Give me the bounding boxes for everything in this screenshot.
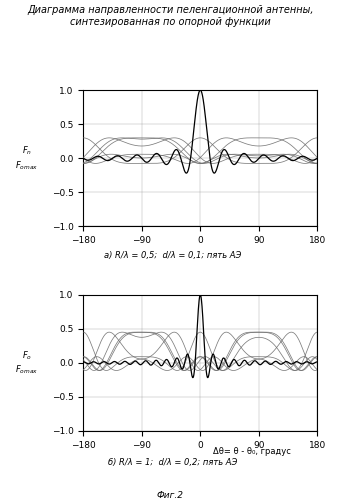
Y-axis label: $F_n$
$F_{omax}$: $F_n$ $F_{omax}$ (15, 145, 38, 172)
X-axis label: Δθ= θ - θ₀, градус: Δθ= θ - θ₀, градус (213, 448, 291, 456)
Text: Фиг.2: Фиг.2 (157, 490, 184, 500)
Text: а) R/λ = 0,5;  d/λ = 0,1; пять АЭ: а) R/λ = 0,5; d/λ = 0,1; пять АЭ (104, 251, 241, 260)
Y-axis label: $F_o$
$F_{omax}$: $F_o$ $F_{omax}$ (15, 350, 38, 376)
Text: б) R/λ = 1;  d/λ = 0,2; пять АЭ: б) R/λ = 1; d/λ = 0,2; пять АЭ (107, 458, 237, 468)
Text: Диаграмма направленности пеленгационной антенны,
синтезированная по опорной функ: Диаграмма направленности пеленгационной … (27, 5, 314, 26)
